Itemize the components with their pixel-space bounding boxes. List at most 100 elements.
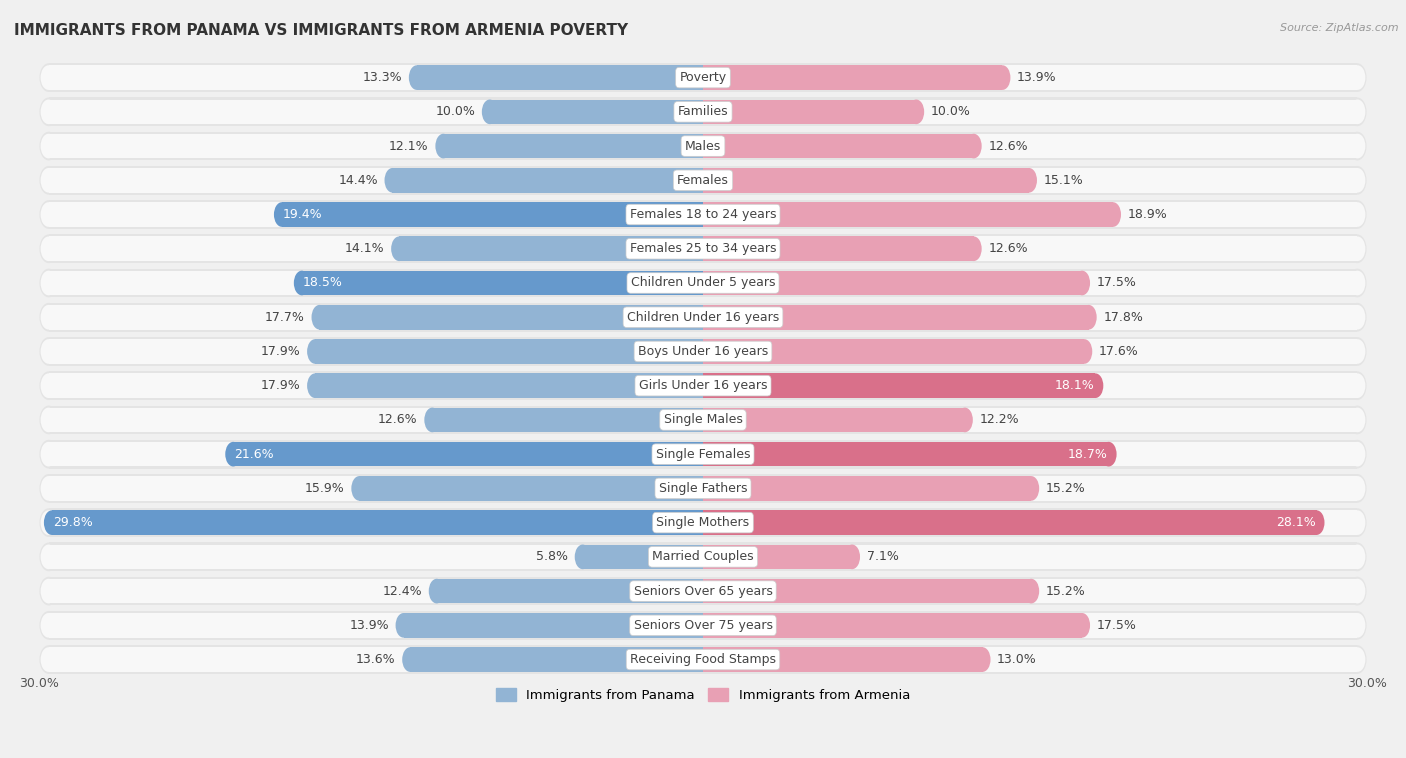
Circle shape bbox=[409, 65, 425, 90]
Circle shape bbox=[41, 374, 56, 398]
Circle shape bbox=[39, 406, 58, 434]
Bar bbox=[703, 271, 1083, 296]
Bar bbox=[695, 647, 703, 672]
Circle shape bbox=[1348, 474, 1367, 503]
Circle shape bbox=[41, 647, 56, 672]
Bar bbox=[49, 63, 1357, 92]
Circle shape bbox=[974, 647, 990, 672]
Text: Single Males: Single Males bbox=[664, 413, 742, 427]
Circle shape bbox=[1350, 99, 1365, 124]
Text: 29.8%: 29.8% bbox=[53, 516, 93, 529]
Circle shape bbox=[436, 133, 451, 158]
Bar bbox=[703, 339, 1084, 364]
Bar bbox=[695, 613, 703, 637]
Bar bbox=[703, 510, 711, 535]
Bar bbox=[695, 476, 703, 501]
Text: Females 25 to 34 years: Females 25 to 34 years bbox=[630, 243, 776, 255]
Circle shape bbox=[1024, 579, 1039, 603]
Text: Females 18 to 24 years: Females 18 to 24 years bbox=[630, 208, 776, 221]
Bar bbox=[49, 544, 1357, 569]
Circle shape bbox=[39, 645, 58, 674]
Circle shape bbox=[41, 133, 56, 158]
Bar bbox=[432, 408, 703, 432]
Circle shape bbox=[1024, 476, 1039, 501]
Circle shape bbox=[1348, 406, 1367, 434]
Bar bbox=[49, 268, 1357, 297]
Bar bbox=[695, 544, 703, 569]
Circle shape bbox=[39, 474, 58, 503]
Text: Married Couples: Married Couples bbox=[652, 550, 754, 563]
Circle shape bbox=[41, 236, 56, 261]
Bar bbox=[695, 236, 703, 261]
Circle shape bbox=[1348, 63, 1367, 92]
Text: 10.0%: 10.0% bbox=[931, 105, 970, 118]
Circle shape bbox=[41, 339, 56, 364]
Text: 17.6%: 17.6% bbox=[1099, 345, 1139, 358]
Text: 12.2%: 12.2% bbox=[980, 413, 1019, 427]
Circle shape bbox=[1350, 647, 1365, 672]
Circle shape bbox=[39, 337, 58, 366]
Text: 10.0%: 10.0% bbox=[436, 105, 475, 118]
Circle shape bbox=[1350, 133, 1365, 158]
Circle shape bbox=[39, 509, 58, 537]
Bar bbox=[695, 271, 703, 296]
Text: 12.1%: 12.1% bbox=[389, 139, 429, 152]
Text: 12.4%: 12.4% bbox=[382, 584, 422, 597]
Circle shape bbox=[994, 65, 1011, 90]
Bar bbox=[489, 99, 703, 124]
Text: 13.0%: 13.0% bbox=[997, 653, 1036, 666]
Circle shape bbox=[1348, 645, 1367, 674]
Text: 30.0%: 30.0% bbox=[20, 677, 59, 690]
Bar bbox=[703, 236, 974, 261]
Circle shape bbox=[1348, 166, 1367, 195]
Circle shape bbox=[41, 613, 56, 637]
Bar bbox=[703, 99, 711, 124]
Bar bbox=[49, 271, 1357, 296]
Text: 5.8%: 5.8% bbox=[536, 550, 568, 563]
Bar bbox=[703, 647, 983, 672]
Bar bbox=[49, 371, 1357, 400]
Text: 18.9%: 18.9% bbox=[1128, 208, 1167, 221]
Bar bbox=[49, 579, 1357, 603]
Bar bbox=[703, 476, 1031, 501]
Bar bbox=[703, 579, 1031, 603]
Text: Girls Under 16 years: Girls Under 16 years bbox=[638, 379, 768, 392]
Circle shape bbox=[1348, 371, 1367, 400]
Bar bbox=[49, 613, 1357, 637]
Circle shape bbox=[39, 63, 58, 92]
Bar bbox=[443, 133, 703, 158]
Bar bbox=[319, 305, 703, 330]
Circle shape bbox=[39, 577, 58, 606]
Circle shape bbox=[425, 408, 440, 432]
Bar bbox=[416, 65, 703, 90]
Bar bbox=[703, 476, 711, 501]
Text: 14.4%: 14.4% bbox=[339, 174, 378, 186]
Circle shape bbox=[1348, 268, 1367, 297]
Circle shape bbox=[1350, 408, 1365, 432]
Circle shape bbox=[41, 510, 56, 535]
Bar bbox=[49, 509, 1357, 537]
Text: 21.6%: 21.6% bbox=[235, 448, 274, 461]
Bar bbox=[695, 202, 703, 227]
Circle shape bbox=[402, 647, 418, 672]
Bar bbox=[49, 645, 1357, 674]
Bar bbox=[703, 271, 711, 296]
Circle shape bbox=[1350, 613, 1365, 637]
Circle shape bbox=[1074, 613, 1090, 637]
Bar bbox=[703, 544, 852, 569]
Bar bbox=[302, 271, 703, 296]
Text: 17.9%: 17.9% bbox=[260, 379, 301, 392]
Circle shape bbox=[957, 408, 973, 432]
Circle shape bbox=[1350, 305, 1365, 330]
Bar bbox=[703, 408, 965, 432]
Bar bbox=[49, 543, 1357, 572]
Text: 12.6%: 12.6% bbox=[378, 413, 418, 427]
Circle shape bbox=[1348, 200, 1367, 229]
Circle shape bbox=[1074, 271, 1090, 296]
Circle shape bbox=[41, 476, 56, 501]
Bar bbox=[49, 98, 1357, 127]
Circle shape bbox=[1350, 271, 1365, 296]
Circle shape bbox=[39, 132, 58, 161]
Circle shape bbox=[908, 99, 924, 124]
Circle shape bbox=[44, 510, 60, 535]
